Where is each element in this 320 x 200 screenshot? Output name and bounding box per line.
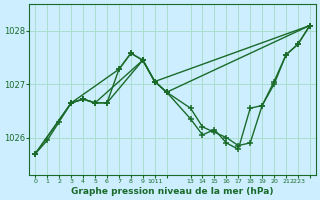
X-axis label: Graphe pression niveau de la mer (hPa): Graphe pression niveau de la mer (hPa) — [71, 187, 274, 196]
